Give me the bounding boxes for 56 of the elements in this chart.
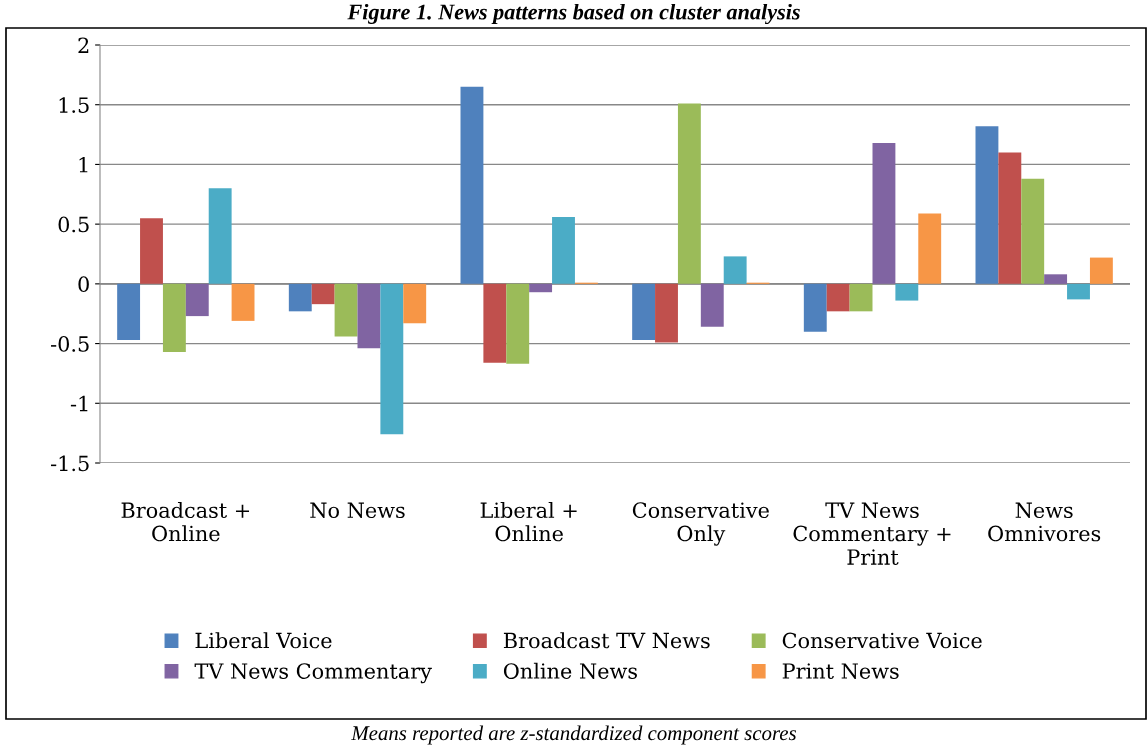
bar (357, 283, 381, 349)
bar (288, 283, 312, 312)
bar (380, 283, 404, 435)
bar (162, 283, 186, 352)
bar (1044, 274, 1068, 284)
bar (208, 188, 232, 284)
bar (185, 283, 209, 317)
bar (895, 283, 919, 301)
x-tick-label: No News (310, 502, 405, 519)
x-tick-label: TV News Commentary + Print (793, 502, 951, 565)
bar (849, 283, 873, 312)
bar (506, 283, 530, 364)
bar (975, 126, 999, 284)
bar (700, 283, 724, 327)
y-tick-label: 0 (78, 276, 89, 293)
x-tick-label: Liberal + Online (480, 501, 577, 542)
bar (918, 213, 942, 284)
bar (998, 152, 1022, 284)
x-tick-label: Conservative Only (632, 502, 769, 546)
bar (460, 86, 484, 284)
bar (552, 216, 575, 284)
bar (826, 283, 850, 312)
text: Means reported are z-standardized component scores (351, 725, 797, 745)
y-tick-label: 2 (78, 37, 89, 53)
bar (872, 142, 896, 284)
y-tick-label: -0.5 (51, 336, 89, 352)
legend-label: Conservative Voice (782, 632, 982, 649)
x-tick-label: Broadcast + Online (121, 501, 250, 542)
bar (632, 283, 656, 340)
legend-label: Online News (503, 662, 637, 679)
legend-label: Broadcast TV News (503, 632, 710, 649)
bar (403, 283, 427, 324)
bar (140, 218, 163, 284)
bar (334, 283, 358, 337)
y-tick-label: 1.5 (59, 97, 89, 113)
bar (483, 283, 507, 363)
bar (231, 283, 255, 321)
bar (1021, 178, 1045, 284)
y-tick-label: -1.5 (51, 455, 89, 472)
x-tick-label: News Omnivores (988, 502, 1101, 542)
legend-label: Liberal Voice (195, 632, 332, 649)
y-tick-label: 0.5 (58, 216, 89, 233)
bar (723, 256, 747, 284)
chart-title: Figure 1. News patterns based on cluster analysis (347, 3, 800, 25)
bar (655, 283, 678, 343)
bar (117, 283, 141, 340)
bar (803, 283, 827, 332)
bar (311, 283, 335, 305)
legend-label: Print News (782, 663, 899, 679)
legend-label: TV News Commentary (194, 663, 432, 684)
bar (1089, 257, 1113, 284)
bar (1067, 283, 1090, 300)
bar (529, 283, 553, 293)
bar (677, 103, 701, 284)
y-tick-label: 1 (79, 156, 88, 173)
y-tick-label: -1 (70, 395, 88, 412)
